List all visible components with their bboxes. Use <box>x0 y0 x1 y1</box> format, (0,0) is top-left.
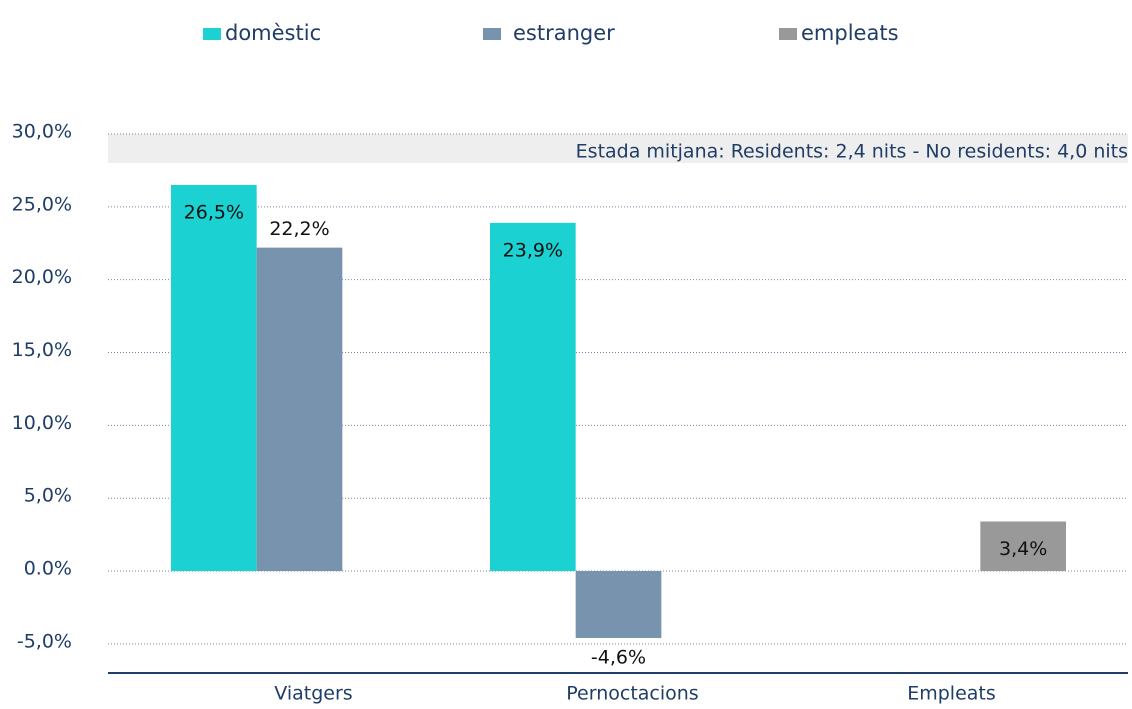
y-tick-label: -5,0% <box>17 630 72 652</box>
y-tick-label: 15,0% <box>12 339 72 361</box>
legend-label: domèstic <box>225 21 321 45</box>
legend-label: estranger <box>513 21 615 45</box>
x-tick-label: Pernoctacions <box>566 683 698 705</box>
annotation-band <box>108 134 1128 163</box>
value-label: 22,2% <box>269 218 329 240</box>
x-tick-label: Viatgers <box>274 683 352 705</box>
value-label: 3,4% <box>999 538 1047 560</box>
x-tick-label: Empleats <box>907 683 996 705</box>
value-label: -4,6% <box>591 647 646 669</box>
y-tick-label: 10,0% <box>12 412 72 434</box>
legend-label: empleats <box>801 21 899 45</box>
y-tick-label: 5,0% <box>24 485 72 507</box>
y-tick-label: 25,0% <box>12 193 72 215</box>
legend-swatch <box>779 28 797 40</box>
value-label: 23,9% <box>503 239 563 261</box>
legend-swatch <box>203 28 221 40</box>
bar <box>980 521 1066 572</box>
bar <box>171 184 257 572</box>
value-label: 26,5% <box>184 201 244 223</box>
legend-swatch <box>483 28 501 40</box>
bar <box>575 571 662 639</box>
y-tick-label: 30,0% <box>12 121 72 143</box>
annotation: Estada mitjana: Residents: 2,4 nits - No… <box>576 141 1128 163</box>
y-tick-label: 0.0% <box>24 558 72 580</box>
y-tick-label: 20,0% <box>12 266 72 288</box>
bar <box>490 222 576 572</box>
bar <box>256 247 343 572</box>
